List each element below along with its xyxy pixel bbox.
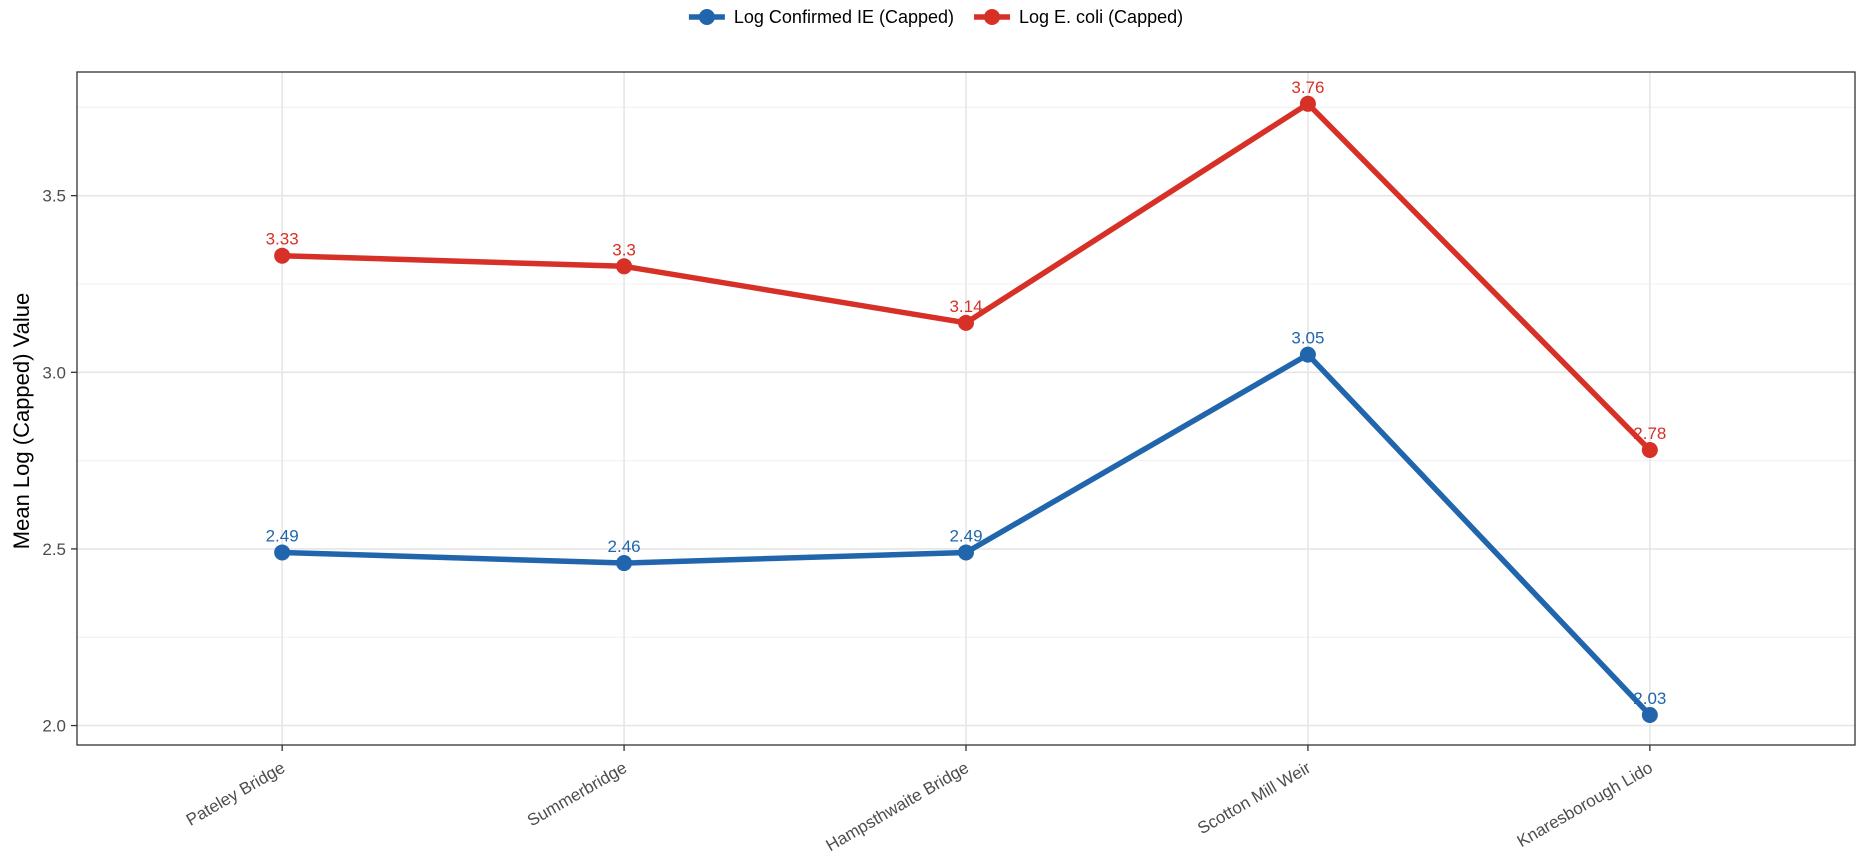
legend: Log Confirmed IE (Capped) Log E. coli (Ca… bbox=[688, 7, 1183, 27]
data-label: 3.05 bbox=[1291, 329, 1324, 348]
series-1: 3.33 3.3 3.14 3.76 2.78 bbox=[266, 78, 1666, 459]
series-layer: 2.49 2.46 2.49 3.05 2.03 3.33 3.3 3.14 3.76 2.78 bbox=[266, 78, 1666, 723]
data-point bbox=[1641, 706, 1658, 723]
x-tick-label: Pateley Bridge bbox=[183, 758, 288, 830]
gridlines bbox=[77, 72, 1855, 745]
data-point bbox=[1641, 442, 1658, 459]
y-tick-label: 2.5 bbox=[42, 540, 66, 559]
data-label: 2.46 bbox=[608, 537, 641, 556]
data-point bbox=[274, 247, 291, 264]
data-point bbox=[1299, 346, 1316, 363]
y-axis-title: Mean Log (Capped) Value bbox=[9, 293, 34, 549]
data-label: 2.03 bbox=[1633, 689, 1666, 708]
legend-item-0: Log Confirmed IE (Capped) bbox=[688, 7, 954, 27]
data-point bbox=[958, 314, 974, 331]
y-axis-ticks: 2.0 2.5 3.0 3.5 bbox=[42, 187, 77, 736]
data-point bbox=[958, 544, 974, 561]
data-point bbox=[616, 555, 633, 572]
data-point bbox=[1299, 95, 1316, 112]
data-label: 2.49 bbox=[949, 526, 982, 545]
legend-label: Log Confirmed IE (Capped) bbox=[734, 7, 954, 27]
data-label: 2.78 bbox=[1633, 424, 1666, 443]
data-label: 3.33 bbox=[266, 230, 299, 249]
x-axis-ticks: Pateley Bridge Summerbridge Hampsthwaite B… bbox=[183, 745, 1656, 855]
legend-item-1: Log E. coli (Capped) bbox=[974, 7, 1183, 27]
legend-key-point bbox=[984, 9, 1001, 25]
x-tick-label: Knaresborough Lido bbox=[1514, 758, 1656, 851]
data-label: 2.49 bbox=[266, 526, 299, 545]
series-0: 2.49 2.46 2.49 3.05 2.03 bbox=[266, 329, 1666, 723]
data-label: 3.76 bbox=[1291, 78, 1324, 97]
legend-key-point bbox=[698, 9, 715, 25]
data-point bbox=[616, 258, 633, 275]
y-tick-label: 3.0 bbox=[42, 363, 66, 382]
data-point bbox=[274, 544, 291, 561]
x-tick-label: Hampsthwaite Bridge bbox=[823, 758, 972, 855]
data-label: 3.14 bbox=[949, 297, 982, 316]
y-tick-label: 2.0 bbox=[42, 717, 66, 736]
legend-label: Log E. coli (Capped) bbox=[1019, 7, 1183, 27]
x-tick-label: Summerbridge bbox=[524, 758, 630, 830]
x-tick-label: Scotton Mill Weir bbox=[1194, 758, 1314, 838]
y-tick-label: 3.5 bbox=[42, 187, 66, 206]
data-label: 3.3 bbox=[612, 240, 636, 259]
